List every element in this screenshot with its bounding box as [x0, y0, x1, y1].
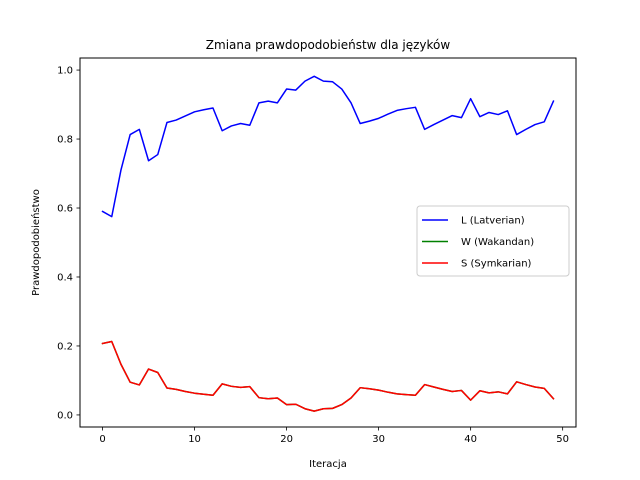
x-axis: 0 10 20 30 40 50 — [99, 427, 569, 445]
legend-label-1: W (Wakandan) — [461, 237, 534, 248]
x-axis-title: Iteracja — [309, 459, 347, 470]
plot-border — [79, 57, 577, 428]
x-tick-label: 50 — [556, 434, 569, 445]
y-axis-title: Prawdopodobieństwo — [30, 189, 42, 296]
x-tick-label: 10 — [188, 434, 201, 445]
y-tick-label: 1.0 — [57, 66, 73, 77]
series-lines — [101, 75, 555, 412]
legend: L (Latverian) W (Wakandan) S (Symkarian) — [416, 205, 570, 277]
y-tick-label: 0.6 — [57, 204, 73, 215]
x-tick-label: 0 — [99, 434, 105, 445]
legend-box — [416, 205, 570, 277]
y-axis: 0.0 0.2 0.4 0.6 0.8 1.0 — [57, 66, 80, 421]
series-line-0 — [101, 75, 555, 218]
y-tick-label: 0.8 — [57, 135, 73, 146]
y-tick-label: 0.0 — [57, 410, 73, 421]
x-tick-label: 20 — [280, 434, 293, 445]
series-line-2 — [101, 340, 555, 412]
x-tick-label: 30 — [372, 434, 385, 445]
legend-label-2: S (Symkarian) — [461, 259, 532, 270]
chart-title: Zmiana prawdopodobieństw dla języków — [206, 38, 451, 52]
x-tick-label: 40 — [464, 434, 477, 445]
y-tick-label: 0.4 — [57, 272, 73, 283]
legend-label-0: L (Latverian) — [461, 216, 525, 227]
y-tick-label: 0.2 — [57, 341, 73, 352]
